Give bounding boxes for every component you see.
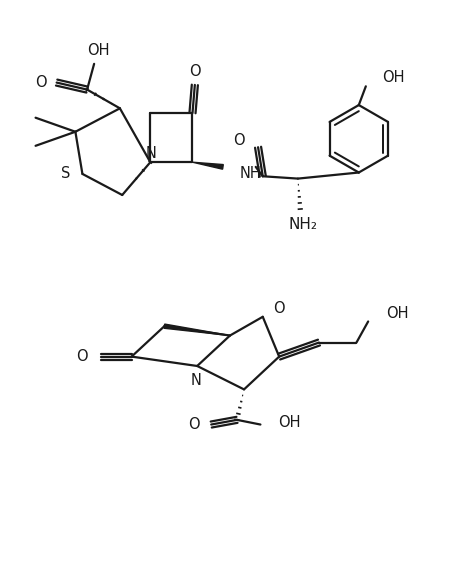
- Text: O: O: [35, 75, 46, 90]
- Text: O: O: [189, 64, 201, 80]
- Text: OH: OH: [278, 415, 301, 429]
- Text: NH₂: NH₂: [288, 216, 317, 232]
- Polygon shape: [164, 324, 230, 336]
- Text: O: O: [188, 417, 200, 432]
- Text: OH: OH: [88, 43, 110, 58]
- Text: OH: OH: [382, 70, 405, 85]
- Text: OH: OH: [386, 306, 409, 320]
- Polygon shape: [192, 162, 223, 169]
- Text: O: O: [273, 301, 285, 316]
- Text: NH: NH: [239, 166, 261, 181]
- Text: O: O: [233, 133, 245, 148]
- Text: N: N: [191, 373, 201, 387]
- Text: S: S: [61, 166, 71, 181]
- Text: N: N: [146, 147, 157, 161]
- Text: O: O: [76, 349, 88, 364]
